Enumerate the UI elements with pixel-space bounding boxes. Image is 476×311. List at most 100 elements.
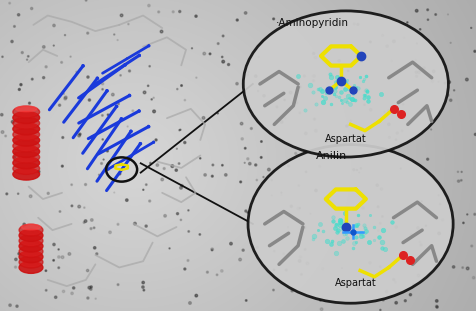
Point bbox=[2, 133, 10, 138]
Point bbox=[90, 225, 98, 230]
Point bbox=[431, 255, 439, 260]
Point bbox=[50, 43, 58, 48]
Point bbox=[296, 206, 303, 211]
Point bbox=[357, 59, 365, 64]
Point bbox=[173, 211, 181, 216]
Point bbox=[196, 156, 204, 161]
Point bbox=[319, 149, 327, 154]
Point bbox=[342, 145, 349, 150]
Point bbox=[168, 164, 176, 169]
Point bbox=[409, 282, 416, 287]
Point bbox=[176, 127, 184, 132]
Point bbox=[413, 225, 421, 230]
Point bbox=[85, 285, 93, 290]
Point bbox=[72, 69, 80, 74]
Point bbox=[423, 157, 431, 162]
Point bbox=[378, 214, 386, 219]
Point bbox=[358, 276, 366, 281]
Point bbox=[117, 73, 124, 78]
Point bbox=[33, 240, 41, 245]
Point bbox=[470, 212, 476, 217]
Ellipse shape bbox=[16, 129, 37, 134]
Point bbox=[280, 97, 288, 102]
Point bbox=[3, 191, 10, 196]
Point bbox=[366, 107, 374, 112]
Point bbox=[114, 222, 121, 227]
Point bbox=[352, 168, 360, 173]
Point bbox=[301, 247, 308, 252]
Ellipse shape bbox=[19, 262, 43, 273]
Point bbox=[243, 210, 251, 215]
Point bbox=[242, 298, 249, 303]
Point bbox=[449, 88, 457, 93]
Point bbox=[75, 133, 83, 138]
Point bbox=[309, 51, 317, 56]
Point bbox=[75, 204, 83, 209]
Point bbox=[88, 135, 95, 140]
Point bbox=[296, 254, 304, 259]
Point bbox=[59, 164, 66, 169]
Point bbox=[56, 209, 64, 214]
Ellipse shape bbox=[16, 134, 37, 140]
Point bbox=[295, 183, 302, 188]
Point bbox=[377, 187, 385, 192]
Point bbox=[440, 81, 448, 86]
Point bbox=[355, 170, 362, 175]
Ellipse shape bbox=[19, 246, 43, 258]
Point bbox=[86, 98, 93, 103]
Point bbox=[84, 295, 91, 300]
Point bbox=[131, 221, 139, 226]
Point bbox=[344, 68, 351, 73]
Ellipse shape bbox=[19, 256, 43, 268]
Point bbox=[374, 228, 381, 233]
Point bbox=[269, 288, 277, 293]
Point bbox=[423, 7, 431, 12]
Point bbox=[161, 213, 169, 218]
Point bbox=[412, 41, 420, 46]
Point bbox=[10, 24, 18, 29]
Point bbox=[306, 211, 314, 216]
Point bbox=[177, 217, 184, 222]
Point bbox=[13, 304, 21, 309]
Ellipse shape bbox=[16, 163, 37, 168]
Point bbox=[391, 137, 399, 142]
Point bbox=[423, 17, 431, 22]
Point bbox=[116, 171, 123, 176]
Point bbox=[9, 119, 17, 124]
Point bbox=[19, 50, 26, 55]
Point bbox=[200, 51, 208, 56]
Point bbox=[52, 295, 60, 300]
Point bbox=[359, 224, 367, 229]
Point bbox=[123, 197, 130, 202]
Point bbox=[311, 55, 318, 60]
Point bbox=[253, 245, 261, 250]
Point bbox=[82, 0, 90, 3]
Point bbox=[295, 258, 303, 263]
Point bbox=[300, 225, 308, 230]
Point bbox=[322, 139, 329, 144]
Point bbox=[416, 243, 424, 248]
Point bbox=[270, 249, 278, 254]
Point bbox=[454, 179, 461, 183]
Point bbox=[184, 258, 191, 263]
Point bbox=[353, 22, 361, 27]
Point bbox=[68, 182, 75, 187]
Ellipse shape bbox=[13, 163, 40, 174]
Point bbox=[176, 9, 183, 14]
Point bbox=[0, 54, 6, 59]
Point bbox=[146, 64, 153, 69]
Point bbox=[114, 38, 121, 43]
Point bbox=[84, 31, 91, 36]
Point bbox=[432, 263, 439, 268]
Point bbox=[435, 231, 442, 236]
Point bbox=[181, 267, 188, 272]
Point bbox=[357, 166, 364, 171]
Point bbox=[80, 205, 88, 210]
Ellipse shape bbox=[21, 251, 40, 257]
Point bbox=[453, 169, 461, 174]
Text: Aspartat: Aspartat bbox=[334, 278, 376, 288]
Point bbox=[417, 199, 425, 204]
Point bbox=[146, 161, 154, 166]
Point bbox=[302, 169, 309, 174]
Point bbox=[65, 252, 73, 257]
